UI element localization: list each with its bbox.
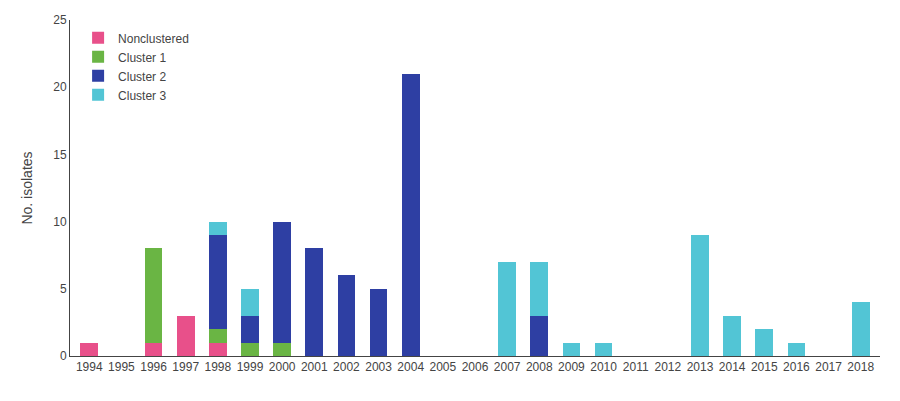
svg-text:2000: 2000 [269, 360, 296, 374]
svg-text:1994: 1994 [76, 360, 103, 374]
svg-text:0: 0 [60, 349, 67, 363]
svg-text:2008: 2008 [526, 360, 553, 374]
svg-text:2014: 2014 [719, 360, 746, 374]
svg-text:2002: 2002 [333, 360, 360, 374]
svg-text:Cluster 3: Cluster 3 [118, 89, 166, 103]
svg-text:2004: 2004 [397, 360, 424, 374]
svg-text:1998: 1998 [205, 360, 232, 374]
svg-text:2013: 2013 [687, 360, 714, 374]
svg-text:1995: 1995 [108, 360, 135, 374]
svg-text:1997: 1997 [172, 360, 199, 374]
svg-text:5: 5 [60, 282, 67, 296]
svg-text:20: 20 [53, 80, 67, 94]
svg-text:2006: 2006 [462, 360, 489, 374]
svg-text:1999: 1999 [237, 360, 264, 374]
svg-text:1996: 1996 [140, 360, 167, 374]
svg-text:2003: 2003 [365, 360, 392, 374]
svg-text:2017: 2017 [815, 360, 842, 374]
svg-text:2012: 2012 [655, 360, 682, 374]
svg-text:2011: 2011 [623, 360, 649, 374]
svg-text:Nonclustered: Nonclustered [118, 32, 189, 46]
svg-text:2005: 2005 [430, 360, 457, 374]
svg-text:2009: 2009 [558, 360, 585, 374]
svg-text:2015: 2015 [751, 360, 778, 374]
svg-text:15: 15 [53, 148, 67, 162]
svg-text:2007: 2007 [494, 360, 521, 374]
svg-text:2010: 2010 [590, 360, 617, 374]
svg-text:No. isolates: No. isolates [19, 151, 35, 224]
svg-text:2018: 2018 [847, 360, 874, 374]
svg-text:10: 10 [53, 215, 67, 229]
svg-text:25: 25 [53, 13, 67, 27]
svg-text:Cluster 2: Cluster 2 [118, 70, 166, 84]
svg-text:2001: 2001 [301, 360, 328, 374]
svg-text:2016: 2016 [783, 360, 810, 374]
svg-text:Cluster 1: Cluster 1 [118, 51, 166, 65]
